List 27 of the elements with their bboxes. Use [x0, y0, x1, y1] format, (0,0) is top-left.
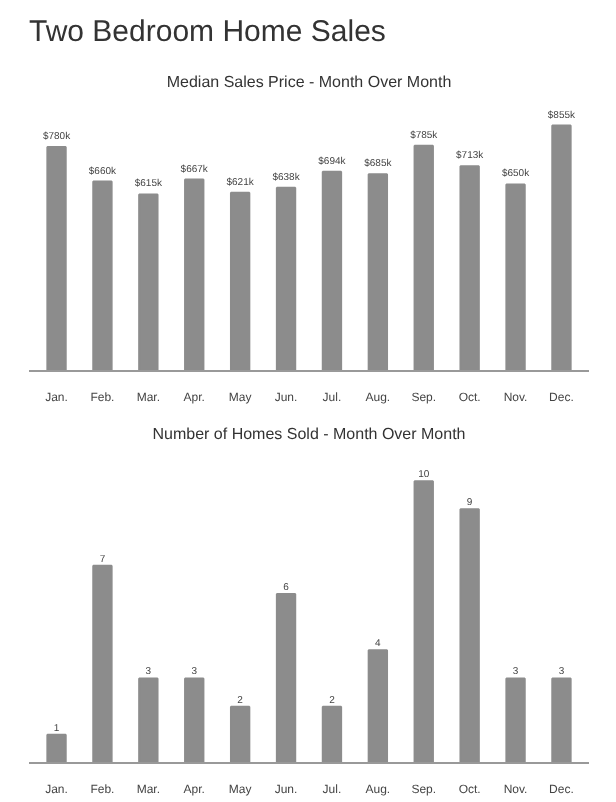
- chart-title: Number of Homes Sold - Month Over Month: [152, 425, 466, 443]
- bar: [184, 677, 205, 763]
- bar: [551, 124, 572, 371]
- bar: [505, 677, 526, 763]
- bar: [229, 705, 251, 763]
- chart-title: Two Bedroom Home Sales: [29, 15, 386, 49]
- bar: [321, 705, 343, 763]
- bar: [505, 183, 526, 371]
- bar: [413, 144, 434, 371]
- bar: [367, 649, 389, 763]
- bar: [184, 178, 205, 371]
- bar: [138, 193, 159, 371]
- bar: [138, 677, 159, 763]
- bar: [275, 592, 297, 763]
- bar: [46, 146, 67, 371]
- bar: [229, 191, 251, 371]
- bar: [321, 170, 343, 371]
- bar: [459, 165, 480, 371]
- bar: [275, 186, 297, 371]
- bar: [92, 564, 113, 763]
- bar: [459, 508, 480, 763]
- chart-subtitle: Median Sales Price - Month Over Month: [166, 73, 452, 91]
- bar: [92, 180, 113, 371]
- bar: [551, 677, 572, 763]
- bar: [46, 733, 67, 763]
- bar: [367, 173, 389, 371]
- bar: [413, 480, 434, 763]
